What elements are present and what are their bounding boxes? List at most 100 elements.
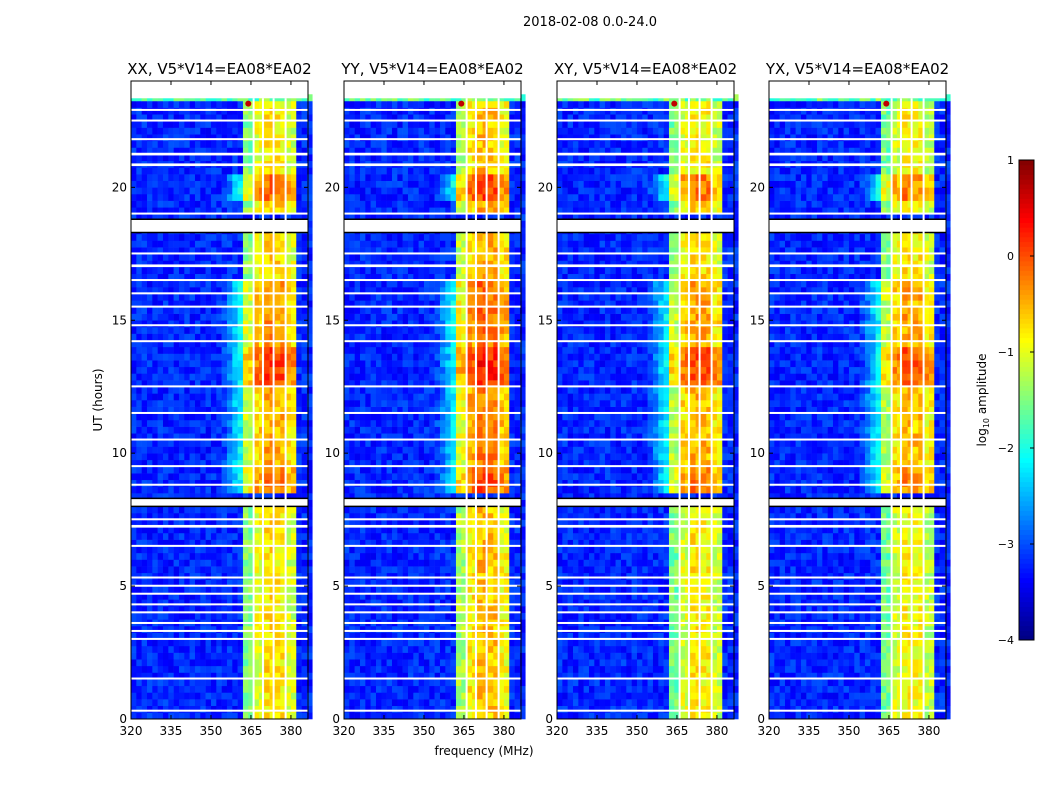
heatmap-cell bbox=[439, 606, 446, 613]
flagged-channel bbox=[252, 98, 255, 719]
heatmap-cell bbox=[445, 539, 451, 547]
heatmap-cell bbox=[194, 366, 201, 374]
heatmap-cell bbox=[264, 386, 270, 394]
heatmap-cell bbox=[146, 486, 153, 494]
heatmap-cell bbox=[131, 260, 137, 268]
heatmap-cell bbox=[221, 340, 228, 348]
heatmap-cell bbox=[280, 705, 286, 713]
heatmap-cell bbox=[258, 193, 265, 201]
heatmap-cell bbox=[178, 174, 185, 181]
heatmap-cell bbox=[184, 413, 190, 421]
heatmap-cell bbox=[509, 566, 515, 574]
heatmap-cell bbox=[434, 625, 441, 633]
heatmap-cell bbox=[274, 360, 281, 368]
heatmap-cell bbox=[280, 426, 286, 434]
heatmap-cell bbox=[194, 552, 201, 560]
heatmap-cell bbox=[264, 140, 270, 148]
heatmap-cell bbox=[131, 665, 137, 673]
heatmap-cell bbox=[264, 134, 270, 142]
heatmap-cell bbox=[248, 386, 254, 394]
heatmap-cell bbox=[477, 592, 483, 600]
heatmap-cell bbox=[391, 419, 398, 427]
heatmap-cell bbox=[280, 167, 286, 175]
heatmap-cell bbox=[477, 419, 483, 427]
heatmap-cell bbox=[136, 712, 142, 720]
heatmap-cell bbox=[162, 380, 169, 388]
heatmap-cell bbox=[152, 306, 158, 314]
heatmap-cell bbox=[184, 712, 190, 720]
heatmap-cell bbox=[221, 174, 228, 181]
heatmap-cell bbox=[391, 625, 398, 633]
heatmap-cell bbox=[205, 672, 212, 680]
heatmap-cell bbox=[184, 599, 190, 607]
heatmap-cell bbox=[221, 612, 228, 620]
heatmap-cell bbox=[418, 386, 425, 394]
heatmap-cell bbox=[162, 632, 169, 640]
heatmap-cell bbox=[178, 107, 185, 115]
heatmap-cell bbox=[301, 293, 308, 301]
heatmap-cell bbox=[189, 386, 196, 394]
heatmap-cell bbox=[226, 346, 233, 354]
heatmap-cell bbox=[285, 280, 292, 288]
heatmap-cell bbox=[173, 599, 180, 607]
heatmap-cell bbox=[413, 493, 419, 500]
heatmap-cell bbox=[280, 665, 286, 673]
heatmap-cell bbox=[264, 679, 270, 687]
heatmap-cell bbox=[466, 459, 473, 467]
heatmap-cell bbox=[359, 652, 366, 660]
heatmap-cell bbox=[477, 699, 483, 707]
heatmap-cell bbox=[354, 386, 361, 394]
heatmap-cell bbox=[429, 512, 435, 520]
heatmap-cell bbox=[519, 659, 526, 667]
heatmap-cell bbox=[258, 532, 265, 540]
heatmap-cell bbox=[237, 546, 244, 554]
heatmap-cell bbox=[189, 426, 196, 434]
heatmap-cell bbox=[386, 659, 393, 667]
heatmap-cell bbox=[157, 233, 164, 241]
heatmap-cell bbox=[146, 260, 153, 268]
heatmap-cell bbox=[210, 632, 217, 640]
heatmap-cell bbox=[200, 606, 206, 613]
heatmap-cell bbox=[248, 107, 254, 115]
heatmap-cell bbox=[477, 712, 483, 720]
heatmap-cell bbox=[248, 652, 254, 660]
heatmap-cell bbox=[397, 572, 403, 580]
heatmap-cell bbox=[221, 107, 228, 115]
heatmap-cell bbox=[146, 247, 153, 255]
heatmap-cell bbox=[184, 439, 190, 447]
heatmap-cell bbox=[429, 699, 435, 707]
heatmap-cell bbox=[168, 506, 174, 514]
heatmap-cell bbox=[370, 625, 377, 633]
heatmap-cell bbox=[168, 559, 174, 567]
heatmap-cell bbox=[344, 386, 350, 394]
heatmap-cell bbox=[136, 287, 142, 294]
heatmap-cell bbox=[205, 273, 212, 281]
heatmap-cell bbox=[471, 486, 478, 494]
heatmap-cell bbox=[477, 566, 483, 574]
heatmap-cell bbox=[237, 187, 244, 195]
heatmap-cell bbox=[306, 599, 313, 607]
heatmap-cell bbox=[280, 287, 286, 294]
heatmap-cell bbox=[290, 559, 297, 567]
heatmap-cell bbox=[253, 433, 260, 441]
heatmap-cell bbox=[274, 599, 281, 607]
heatmap-cell bbox=[290, 486, 297, 494]
heatmap-cell bbox=[274, 466, 281, 474]
heatmap-cell bbox=[418, 606, 425, 613]
heatmap-cell bbox=[200, 240, 206, 248]
heatmap-cell bbox=[418, 506, 425, 514]
heatmap-cell bbox=[301, 233, 308, 241]
heatmap-cell bbox=[210, 393, 217, 401]
heatmap-cell bbox=[146, 579, 153, 587]
heatmap-cell bbox=[136, 493, 142, 500]
heatmap-cell bbox=[359, 606, 366, 613]
heatmap-cell bbox=[200, 639, 206, 647]
heatmap-cell bbox=[168, 127, 174, 135]
heatmap-cell bbox=[461, 559, 467, 567]
heatmap-cell bbox=[242, 140, 249, 148]
heatmap-cell bbox=[189, 665, 196, 673]
heatmap-cell bbox=[359, 586, 366, 594]
heatmap-cell bbox=[423, 473, 430, 481]
heatmap-cell bbox=[173, 579, 180, 587]
heatmap-cell bbox=[407, 539, 414, 547]
